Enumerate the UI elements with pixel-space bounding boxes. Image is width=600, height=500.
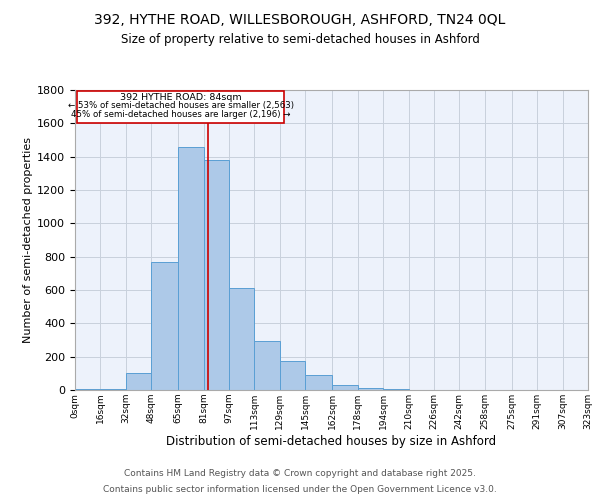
Text: Contains public sector information licensed under the Open Government Licence v3: Contains public sector information licen… bbox=[103, 485, 497, 494]
Text: 45% of semi-detached houses are larger (2,196) →: 45% of semi-detached houses are larger (… bbox=[71, 110, 290, 118]
Bar bbox=[229, 288, 254, 390]
Text: 392, HYTHE ROAD, WILLESBOROUGH, ASHFORD, TN24 0QL: 392, HYTHE ROAD, WILLESBOROUGH, ASHFORD,… bbox=[94, 12, 506, 26]
Bar bbox=[151, 262, 178, 390]
Bar bbox=[280, 361, 305, 390]
Bar bbox=[305, 375, 332, 390]
FancyBboxPatch shape bbox=[77, 91, 284, 124]
Bar bbox=[178, 146, 203, 390]
Bar bbox=[203, 160, 229, 390]
Bar bbox=[332, 385, 358, 390]
Bar bbox=[126, 374, 151, 390]
Bar bbox=[358, 388, 383, 390]
X-axis label: Distribution of semi-detached houses by size in Ashford: Distribution of semi-detached houses by … bbox=[166, 434, 497, 448]
Y-axis label: Number of semi-detached properties: Number of semi-detached properties bbox=[23, 137, 33, 343]
Bar bbox=[383, 389, 409, 390]
Bar bbox=[75, 389, 100, 390]
Text: Contains HM Land Registry data © Crown copyright and database right 2025.: Contains HM Land Registry data © Crown c… bbox=[124, 468, 476, 477]
Text: 392 HYTHE ROAD: 84sqm: 392 HYTHE ROAD: 84sqm bbox=[120, 92, 241, 102]
Text: Size of property relative to semi-detached houses in Ashford: Size of property relative to semi-detach… bbox=[121, 32, 479, 46]
Text: ← 53% of semi-detached houses are smaller (2,563): ← 53% of semi-detached houses are smalle… bbox=[68, 102, 293, 110]
Bar bbox=[100, 389, 126, 390]
Bar bbox=[254, 341, 280, 390]
